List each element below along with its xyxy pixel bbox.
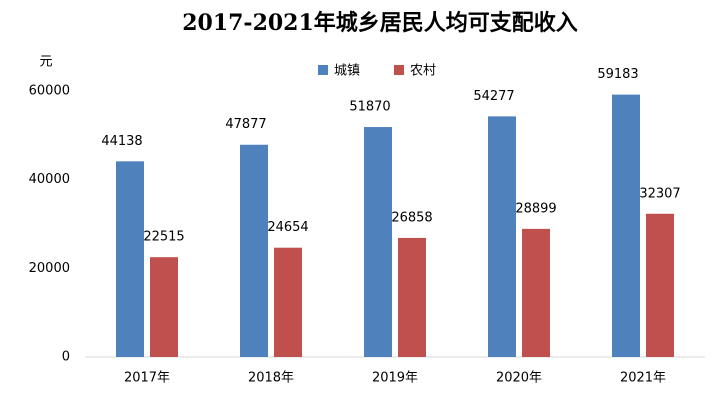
data-label: 51870 [349, 100, 390, 115]
bar [398, 237, 426, 357]
data-label: 32307 [639, 186, 680, 201]
bar [522, 228, 550, 357]
x-tick-label: 2021年 [620, 371, 666, 386]
legend-label: 城镇 [334, 64, 360, 79]
y-tick-label: 0 [62, 350, 70, 365]
data-label: 24654 [267, 220, 308, 235]
bar [116, 161, 144, 357]
data-label: 26858 [391, 210, 432, 225]
bar [612, 94, 640, 357]
bar [274, 247, 302, 357]
data-label: 44138 [101, 134, 142, 149]
legend-swatch [318, 65, 328, 75]
bar [240, 144, 268, 357]
bar [364, 127, 392, 357]
data-label: 28899 [515, 201, 556, 216]
x-tick-label: 2018年 [248, 371, 294, 386]
x-tick-label: 2017年 [124, 371, 170, 386]
bar [488, 116, 516, 357]
y-tick-label: 60000 [29, 84, 70, 99]
x-tick-label: 2020年 [496, 371, 542, 386]
data-label: 54277 [473, 89, 514, 104]
data-label: 59183 [597, 67, 638, 82]
legend-label: 农村 [410, 64, 436, 79]
data-label: 22515 [143, 230, 184, 245]
y-axis-label: 元 [39, 55, 52, 70]
x-tick-label: 2019年 [372, 371, 418, 386]
legend-swatch [394, 65, 404, 75]
chart-title: 2017-2021年城乡居民人均可支配收入 [182, 10, 578, 36]
y-tick-label: 20000 [29, 261, 70, 276]
y-tick-label: 40000 [29, 172, 70, 187]
data-label: 47877 [225, 117, 266, 132]
bar [150, 257, 178, 357]
bar [646, 213, 674, 357]
